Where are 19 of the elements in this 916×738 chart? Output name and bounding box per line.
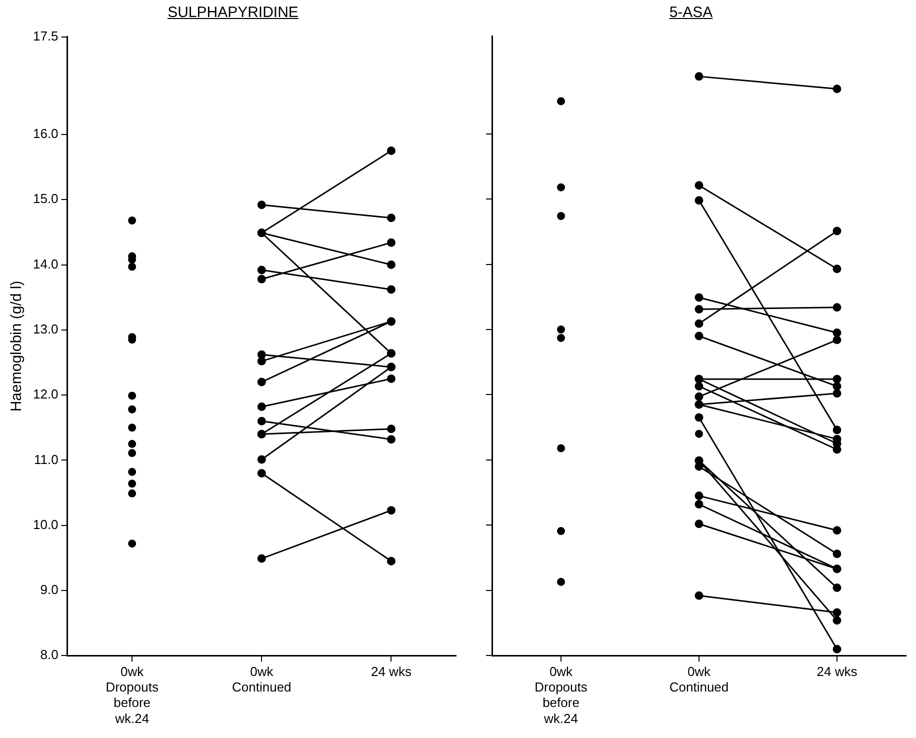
chart-title: 5-ASA xyxy=(668,3,714,23)
y-tick-label: 15.0 xyxy=(32,191,58,206)
y-tick-label: 16.0 xyxy=(32,126,58,142)
y-tick-label: 17.5 xyxy=(32,28,58,44)
x-tick-label: 0wk Continued xyxy=(669,664,729,695)
y-tick-label: 8.0 xyxy=(40,647,58,662)
x-tick-label: 24 wks xyxy=(370,664,412,679)
x-tick-label: 0wk Continued xyxy=(232,664,292,695)
y-tick-label: 13.0 xyxy=(32,321,58,336)
y-tick-label: 10.0 xyxy=(32,516,58,532)
y-axis-title: Haemoglobin (g/d l) xyxy=(8,280,26,412)
y-tick-label: 14.0 xyxy=(32,256,58,272)
x-tick-label: 24 wks xyxy=(816,664,858,679)
y-tick-label: 11.0 xyxy=(34,452,58,467)
y-tick-label: 12.0 xyxy=(32,386,58,402)
chart-title: SULPHAPYRIDINE xyxy=(166,3,300,23)
x-tick-label: 0wk Dropouts before wk.24 xyxy=(106,664,159,726)
x-tick-label: 0wk Dropouts before wk.24 xyxy=(534,664,588,726)
y-tick-label: 9.0 xyxy=(40,582,58,598)
